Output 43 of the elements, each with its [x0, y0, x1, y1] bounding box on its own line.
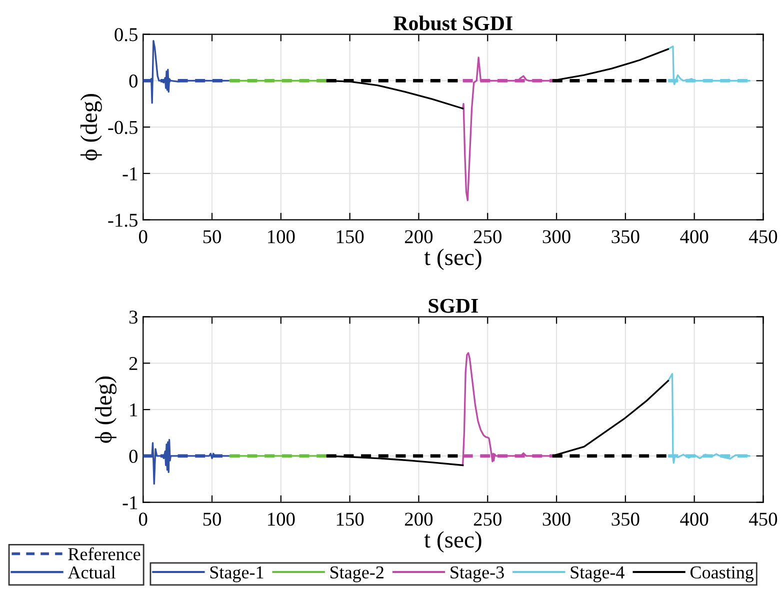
x-tick-label: 400	[680, 230, 708, 244]
x-tick-label: 300	[542, 230, 570, 244]
x-tick-label: 450	[749, 230, 778, 244]
y-axis-title: ϕ (deg)	[80, 94, 102, 160]
x-tick-label: 250	[474, 230, 502, 244]
x-tick-label: 250	[474, 512, 502, 526]
x-tick-label: 0	[138, 512, 148, 526]
x-tick-label: 350	[612, 512, 640, 526]
y-tick-label: 0	[129, 450, 138, 463]
x-tick-label: 50	[203, 230, 221, 244]
x-tick-label: 350	[612, 230, 640, 244]
y-tick-label: -1.5	[108, 214, 138, 227]
y-tick-label: 3	[129, 310, 138, 324]
legend-label: Stage-3	[450, 566, 504, 582]
legend-label: Coasting	[690, 566, 754, 582]
y-tick-label: 0	[129, 74, 138, 88]
x-tick-label: 100	[268, 230, 295, 244]
x-tick-label: 400	[680, 512, 708, 526]
y-tick-label: -1	[122, 167, 138, 180]
chart-title: Robust SGDI	[394, 16, 512, 30]
legend-label: Stage-4	[570, 566, 624, 582]
x-tick-label: 0	[138, 230, 148, 244]
x-tick-label: 150	[336, 230, 364, 244]
x-tick-label: 450	[749, 512, 778, 526]
y-axis-title: ϕ (deg)	[95, 376, 116, 443]
x-axis-title: t (sec)	[424, 248, 482, 270]
y-tick-label: -0.5	[108, 120, 138, 134]
x-tick-label: 200	[404, 512, 433, 526]
y-tick-label: -1	[122, 496, 138, 510]
x-tick-label: 100	[268, 512, 295, 526]
legend-label: Stage-1	[210, 566, 264, 582]
x-tick-label: 50	[203, 512, 221, 526]
legend-label: Stage-2	[330, 566, 384, 582]
text: Actual	[68, 566, 116, 579]
x-tick-label: 200	[404, 230, 433, 244]
chart-title: SGDI	[428, 298, 478, 313]
text: Reference	[68, 547, 140, 560]
y-tick-label: 2	[129, 357, 138, 370]
x-axis-title: t (sec)	[424, 531, 482, 553]
x-tick-label: 300	[542, 512, 570, 526]
y-tick-label: 0.5	[114, 28, 138, 42]
x-tick-label: 150	[336, 512, 364, 526]
y-tick-label: 1	[130, 403, 138, 416]
